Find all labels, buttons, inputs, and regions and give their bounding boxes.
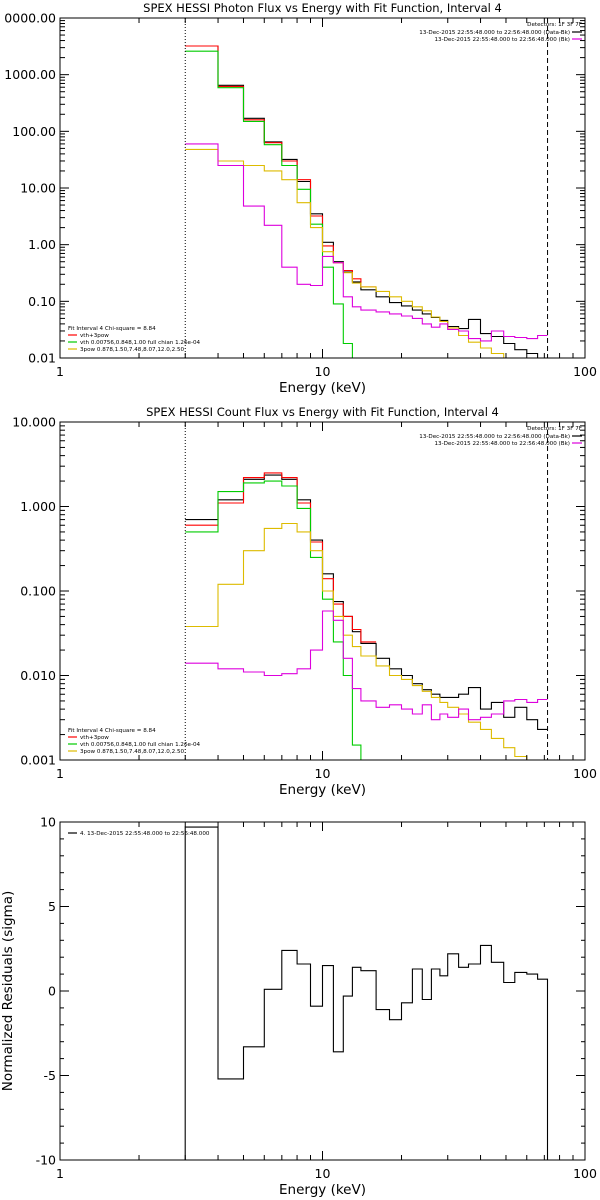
x-tick-label: 100	[573, 1166, 597, 1181]
y-tick-label: 10	[40, 815, 56, 830]
chart-panel-1: SPEX HESSI Photon Flux vs Energy with Fi…	[4, 1, 597, 396]
series-line-4	[185, 148, 505, 358]
legend-entry: vth 0.00756,0.848,1.00 full chian 1.26e-…	[80, 742, 201, 748]
x-axis-label: Energy (keV)	[279, 380, 366, 396]
series-line-1	[185, 45, 539, 358]
series-line-1	[185, 474, 548, 730]
y-tick-label: 1.000	[20, 499, 56, 514]
y-tick-label: 0	[48, 984, 56, 999]
y-tick-label: 0000.00	[4, 11, 56, 26]
legend-entry: 4. 13-Dec-2015 22:55:48.000 to 22:56:48.…	[80, 831, 210, 837]
legend-entry: 13-Dec-2015 22:55:48.000 to 22:56:48.000…	[434, 37, 570, 43]
legend-entry: vth+3pow	[80, 333, 109, 339]
y-tick-label: 10.000	[12, 415, 56, 430]
series-line-5	[185, 143, 548, 342]
y-tick-label: 0.10	[28, 294, 56, 309]
legend-entry: 3pow 0.878,1.50,7.48,8.07,12.0,2.50	[80, 347, 185, 353]
legend-detectors: Detectors: 1F 3F 7F	[527, 426, 582, 432]
x-axis-label: Energy (keV)	[279, 782, 366, 798]
x-tick-label: 10	[315, 1166, 331, 1181]
y-tick-label: 0.01	[28, 351, 56, 366]
legend-entry: 13-Dec-2015 22:55:48.000 to 22:56:48.000…	[419, 434, 570, 440]
x-tick-label: 1	[56, 364, 64, 379]
y-tick-label: 0.010	[20, 668, 56, 683]
chart-title: SPEX HESSI Count Flux vs Energy with Fit…	[146, 405, 499, 419]
plot-frame	[59, 17, 586, 359]
legend-detectors: Detectors: 1F 3F 7F	[527, 22, 582, 28]
series-group	[184, 826, 549, 1160]
series-group	[185, 45, 548, 358]
y-tick-label: 5	[48, 899, 56, 914]
legend-fit-header: Fit Interval 4 Chi-square = 8.84	[68, 728, 156, 734]
chart-panel-3: 1 10 100 Energy (keV) -10 -5 0 5 10 Normalized Re…	[0, 815, 597, 1199]
x-tick-label: 1	[56, 1166, 64, 1181]
legend-entry: 3pow 0.878,1.50,7.48,8.07,12.0,2.50	[80, 749, 185, 755]
series-line-2	[185, 472, 377, 643]
legend-entry: 13-Dec-2015 22:55:48.000 to 22:56:48.000…	[419, 30, 570, 36]
x-tick-label: 1	[56, 766, 64, 781]
y-tick-label: 0.100	[20, 584, 56, 599]
y-axis-label: Normalized Residuals (sigma)	[0, 891, 16, 1092]
legend-entry: 13-Dec-2015 22:55:48.000 to 22:56:48.000…	[434, 441, 570, 447]
x-tick-label: 10	[315, 364, 331, 379]
y-tick-label: 10.00	[20, 181, 56, 196]
series-line-3	[185, 50, 353, 358]
legend-entry: vth+3pow	[80, 735, 109, 741]
x-tick-label: 100	[573, 364, 597, 379]
y-tick-label: 1000.00	[4, 67, 56, 82]
x-axis-label: Energy (keV)	[279, 1182, 366, 1198]
legend-fit-header: Fit Interval 4 Chi-square = 8.84	[68, 326, 156, 332]
chart-panel-2: SPEX HESSI Count Flux vs Energy with Fit…	[12, 405, 597, 798]
series-line-4	[185, 522, 528, 760]
y-tick-label: -10	[36, 1153, 56, 1168]
y-tick-label: -5	[44, 1068, 56, 1083]
y-tick-label: 1.00	[28, 237, 56, 252]
series-group	[185, 472, 548, 760]
x-tick-label: 10	[315, 766, 331, 781]
y-tick-label: 100.00	[12, 124, 56, 139]
y-tick-label: 0.001	[20, 753, 56, 768]
series-line-2	[185, 45, 377, 288]
legend-entry: vth 0.00756,0.848,1.00 full chian 1.26e-…	[80, 340, 201, 346]
series-line-5	[185, 610, 548, 721]
x-tick-label: 100	[573, 766, 597, 781]
series-line-1	[184, 826, 549, 1160]
chart-title: SPEX HESSI Photon Flux vs Energy with Fi…	[143, 1, 502, 15]
